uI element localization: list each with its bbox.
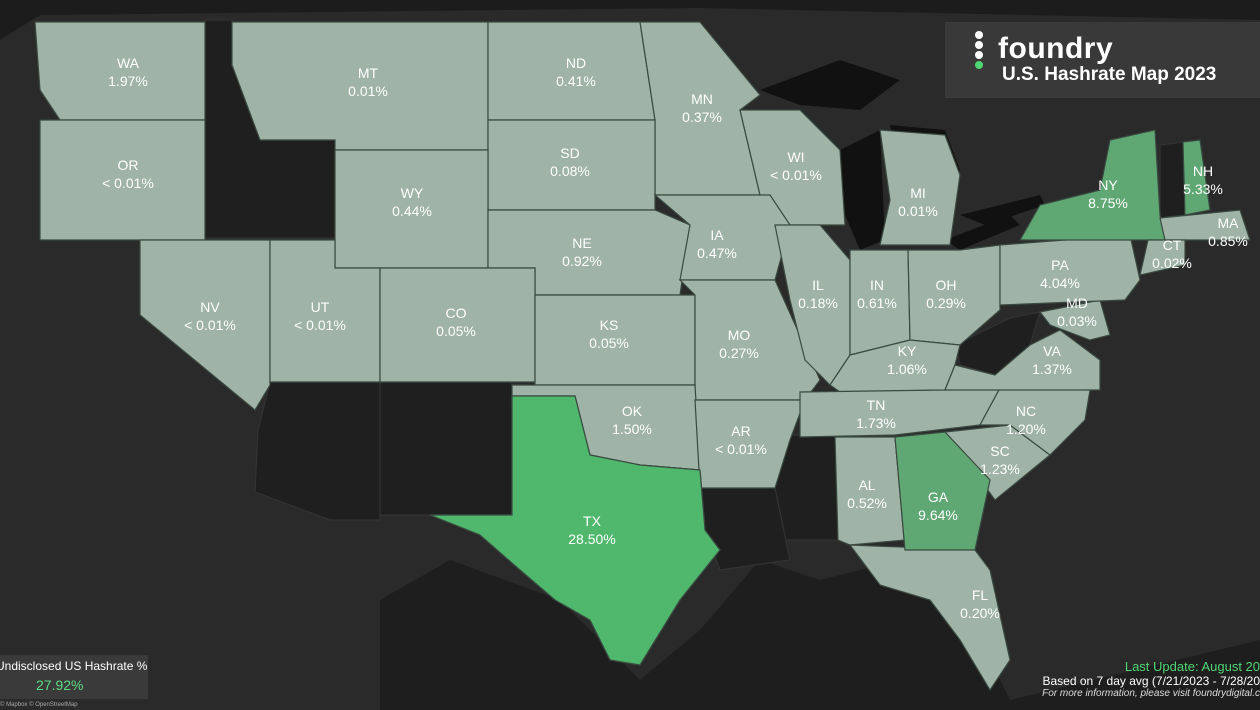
map-credit: © Mapbox © OpenStreetMap (0, 702, 78, 708)
state-value-mn: 0.37% (682, 109, 722, 125)
state-MI (879, 129, 961, 246)
state-value-tn: 1.73% (856, 415, 896, 431)
state-label-wi: WI (787, 149, 804, 165)
state-value-nh: 5.33% (1183, 181, 1223, 197)
state-label-sd: SD (560, 145, 579, 161)
state-VA (944, 329, 1101, 391)
state-value-wi: < 0.01% (770, 167, 822, 183)
undisclosed-label: Undisclosed US Hashrate % (0, 659, 148, 673)
state-value-il: 0.18% (798, 295, 838, 311)
state-label-ma: MA (1218, 215, 1240, 231)
state-value-co: 0.05% (436, 323, 476, 339)
state-value-ut: < 0.01% (294, 317, 346, 333)
state-value-wa: 1.97% (108, 73, 148, 89)
title-panel (945, 22, 1260, 98)
state-value-md: 0.03% (1057, 313, 1097, 329)
state-value-sd: 0.08% (550, 163, 590, 179)
state-label-tn: TN (867, 397, 886, 413)
state-value-wy: 0.44% (392, 203, 432, 219)
state-value-pa: 4.04% (1040, 275, 1080, 291)
last-update: Last Update: August 20 (1124, 659, 1260, 674)
undisclosed-value: 27.92% (36, 677, 84, 693)
state-label-mo: MO (728, 327, 751, 343)
state-WA (34, 21, 206, 121)
state-value-mi: 0.01% (898, 203, 938, 219)
more-info: For more information, please visit found… (1042, 688, 1260, 699)
state-label-co: CO (446, 305, 467, 321)
state-value-tx: 28.50% (568, 531, 615, 547)
state-label-pa: PA (1051, 257, 1069, 273)
state-label-ar: AR (731, 423, 750, 439)
state-label-mi: MI (910, 185, 926, 201)
state-label-wy: WY (401, 185, 424, 201)
map-title: U.S. Hashrate Map 2023 (1002, 64, 1217, 85)
state-label-sc: SC (990, 443, 1009, 459)
state-label-tx: TX (583, 513, 602, 529)
state-label-ny: NY (1098, 177, 1118, 193)
state-value-ny: 8.75% (1088, 195, 1128, 211)
state-label-al: AL (858, 477, 875, 493)
state-label-nd: ND (566, 55, 586, 71)
state-value-nd: 0.41% (556, 73, 596, 89)
undisclosed-panel: Undisclosed US Hashrate % 27.92% (0, 655, 148, 699)
state-label-oh: OH (936, 277, 957, 293)
state-value-nc: 1.20% (1006, 421, 1046, 437)
state-NV (139, 239, 271, 411)
state-label-ks: KS (600, 317, 619, 333)
state-TX-fill (429, 395, 721, 666)
state-label-or: OR (118, 157, 139, 173)
state-value-ma: 0.85% (1208, 233, 1248, 249)
state-label-nc: NC (1016, 403, 1036, 419)
brand-name: foundry (998, 32, 1114, 65)
state-label-md: MD (1066, 295, 1088, 311)
state-label-ky: KY (898, 343, 917, 359)
state-label-ct: CT (1163, 237, 1182, 253)
data-basis: Based on 7 day avg (7/21/2023 - 7/28/20 (1042, 674, 1260, 688)
state-label-ok: OK (622, 403, 643, 419)
state-MA (1159, 209, 1251, 241)
state-label-va: VA (1043, 343, 1061, 359)
state-label-ga: GA (928, 489, 949, 505)
state-value-in: 0.61% (857, 295, 897, 311)
state-value-ne: 0.92% (562, 253, 602, 269)
state-value-ct: 0.02% (1152, 255, 1192, 271)
state-value-al: 0.52% (847, 495, 887, 511)
state-value-ks: 0.05% (589, 335, 629, 351)
foundry-logo-icon (975, 31, 983, 69)
state-value-ky: 1.06% (887, 361, 927, 377)
state-label-in: IN (870, 277, 884, 293)
state-value-sc: 1.23% (980, 461, 1020, 477)
state-GA-fill (894, 431, 991, 551)
state-AL (834, 436, 906, 546)
state-label-wa: WA (117, 55, 140, 71)
state-label-mt: MT (358, 65, 379, 81)
state-NH (1182, 139, 1211, 216)
footer-info: Last Update: August 20 Based on 7 day av… (1042, 659, 1260, 699)
state-label-ne: NE (572, 235, 591, 251)
state-label-ut: UT (311, 299, 330, 315)
state-value-oh: 0.29% (926, 295, 966, 311)
state-CT (1139, 239, 1186, 276)
state-value-ar: < 0.01% (715, 441, 767, 457)
state-label-il: IL (812, 277, 824, 293)
state-value-mo: 0.27% (719, 345, 759, 361)
state-label-ia: IA (710, 227, 724, 243)
state-label-mn: MN (691, 91, 713, 107)
state-value-nv: < 0.01% (184, 317, 236, 333)
state-value-ok: 1.50% (612, 421, 652, 437)
state-value-mt: 0.01% (348, 83, 388, 99)
state-value-ia: 0.47% (697, 245, 737, 261)
state-label-nv: NV (200, 299, 220, 315)
state-value-va: 1.37% (1032, 361, 1072, 377)
state-label-nh: NH (1193, 163, 1213, 179)
state-ND (487, 21, 656, 121)
state-label-fl: FL (972, 587, 989, 603)
state-value-fl: 0.20% (960, 605, 1000, 621)
state-NY (1018, 129, 1166, 241)
state-FL (848, 544, 1011, 692)
state-value-ga: 9.64% (918, 507, 958, 523)
state-value-or: < 0.01% (102, 175, 154, 191)
